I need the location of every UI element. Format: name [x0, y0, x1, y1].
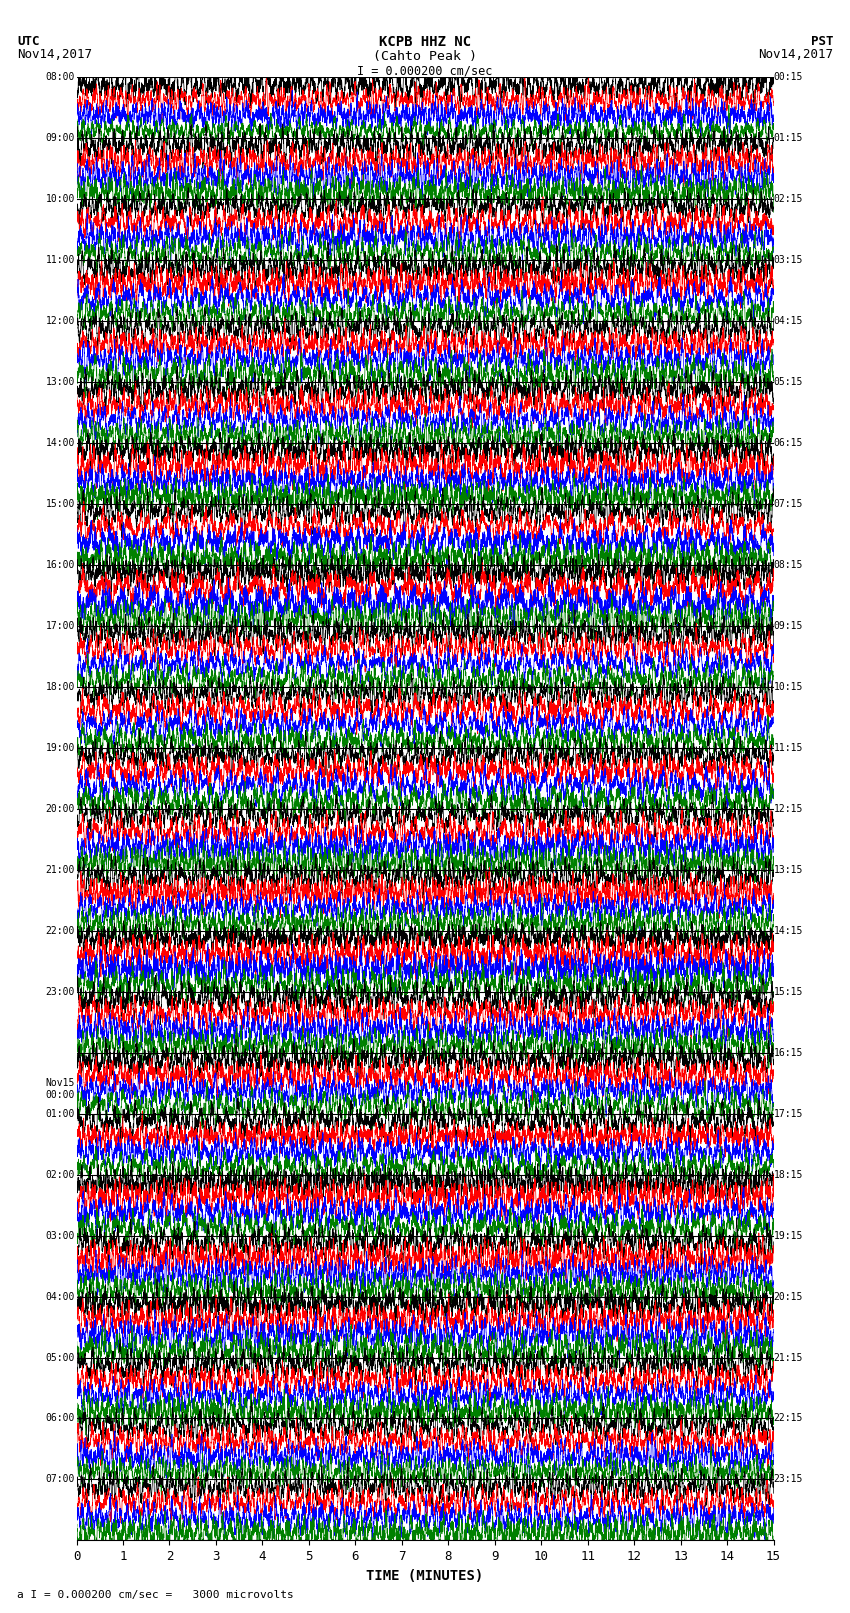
Text: 14:15: 14:15: [774, 926, 803, 936]
Text: 09:00: 09:00: [46, 134, 75, 144]
Text: 04:00: 04:00: [46, 1292, 75, 1302]
Text: 08:00: 08:00: [46, 73, 75, 82]
Text: Nov14,2017: Nov14,2017: [17, 48, 92, 61]
Text: KCPB HHZ NC: KCPB HHZ NC: [379, 35, 471, 50]
Text: 21:00: 21:00: [46, 865, 75, 874]
Text: 02:00: 02:00: [46, 1169, 75, 1179]
Text: (Cahto Peak ): (Cahto Peak ): [373, 50, 477, 63]
Text: 17:15: 17:15: [774, 1108, 803, 1119]
Text: 22:00: 22:00: [46, 926, 75, 936]
Text: 15:15: 15:15: [774, 987, 803, 997]
Text: UTC: UTC: [17, 35, 39, 48]
Text: 02:15: 02:15: [774, 194, 803, 205]
Text: 01:00: 01:00: [46, 1108, 75, 1119]
Text: 20:15: 20:15: [774, 1292, 803, 1302]
Text: 06:00: 06:00: [46, 1413, 75, 1424]
Text: 17:00: 17:00: [46, 621, 75, 631]
Text: 00:15: 00:15: [774, 73, 803, 82]
Text: 23:15: 23:15: [774, 1474, 803, 1484]
Text: 18:15: 18:15: [774, 1169, 803, 1179]
Text: 00:00: 00:00: [46, 1090, 75, 1100]
Text: 04:15: 04:15: [774, 316, 803, 326]
Text: 12:15: 12:15: [774, 803, 803, 815]
Text: 16:00: 16:00: [46, 560, 75, 569]
Text: 06:15: 06:15: [774, 439, 803, 448]
X-axis label: TIME (MINUTES): TIME (MINUTES): [366, 1569, 484, 1582]
Text: 11:15: 11:15: [774, 744, 803, 753]
Text: 11:00: 11:00: [46, 255, 75, 265]
Text: 23:00: 23:00: [46, 987, 75, 997]
Text: 05:15: 05:15: [774, 377, 803, 387]
Text: I = 0.000200 cm/sec: I = 0.000200 cm/sec: [357, 65, 493, 77]
Text: 08:15: 08:15: [774, 560, 803, 569]
Text: 09:15: 09:15: [774, 621, 803, 631]
Text: 07:15: 07:15: [774, 498, 803, 510]
Text: 20:00: 20:00: [46, 803, 75, 815]
Text: 07:00: 07:00: [46, 1474, 75, 1484]
Text: 19:00: 19:00: [46, 744, 75, 753]
Text: Nov15: Nov15: [46, 1077, 75, 1089]
Text: PST: PST: [811, 35, 833, 48]
Text: 03:00: 03:00: [46, 1231, 75, 1240]
Text: 05:00: 05:00: [46, 1353, 75, 1363]
Text: 13:15: 13:15: [774, 865, 803, 874]
Text: 03:15: 03:15: [774, 255, 803, 265]
Text: 15:00: 15:00: [46, 498, 75, 510]
Text: Nov14,2017: Nov14,2017: [758, 48, 833, 61]
Text: 10:15: 10:15: [774, 682, 803, 692]
Text: 22:15: 22:15: [774, 1413, 803, 1424]
Text: a I = 0.000200 cm/sec =   3000 microvolts: a I = 0.000200 cm/sec = 3000 microvolts: [17, 1590, 294, 1600]
Text: 18:00: 18:00: [46, 682, 75, 692]
Text: 16:15: 16:15: [774, 1048, 803, 1058]
Text: 14:00: 14:00: [46, 439, 75, 448]
Text: 12:00: 12:00: [46, 316, 75, 326]
Text: 01:15: 01:15: [774, 134, 803, 144]
Text: 21:15: 21:15: [774, 1353, 803, 1363]
Text: 13:00: 13:00: [46, 377, 75, 387]
Text: 10:00: 10:00: [46, 194, 75, 205]
Text: 19:15: 19:15: [774, 1231, 803, 1240]
